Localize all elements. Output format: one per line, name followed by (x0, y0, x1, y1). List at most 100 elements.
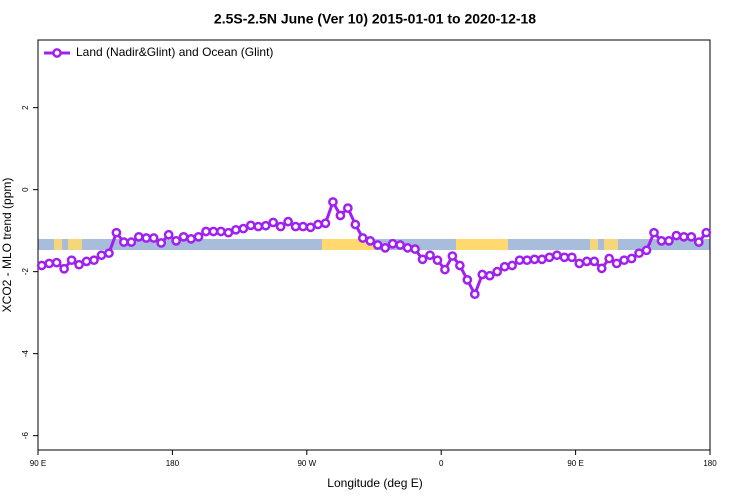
y-axis-label: XCO2 - MLO trend (ppm) (0, 178, 14, 313)
data-point (641, 245, 652, 256)
data-point (313, 219, 323, 230)
data-point (656, 236, 667, 246)
data-point (66, 255, 77, 266)
data-point (417, 254, 428, 265)
chart-title: 2.5S-2.5N June (Ver 10) 2015-01-01 to 20… (214, 11, 536, 27)
data-point (522, 255, 532, 266)
data-point (507, 260, 517, 271)
x-tick-label: 0 (439, 459, 444, 468)
data-point (59, 263, 69, 274)
y-tick-label: -6 (21, 432, 30, 440)
data-point (477, 269, 488, 280)
x-axis-label: Longitude (deg E) (327, 476, 422, 490)
land-patch (68, 239, 82, 250)
data-point (611, 258, 622, 269)
data-point (596, 263, 607, 274)
data-point (148, 233, 159, 243)
data-point (372, 240, 383, 250)
data-point (193, 231, 204, 242)
data-point (701, 227, 712, 238)
land-patch (54, 239, 62, 250)
data-point (357, 233, 368, 243)
data-point (171, 236, 181, 246)
data-point (305, 222, 316, 233)
data-point (89, 255, 99, 266)
legend-label: Land (Nadir&Glint) and Ocean (Glint) (76, 45, 273, 59)
data-point (96, 250, 107, 261)
data-point (231, 224, 241, 235)
data-point (529, 254, 540, 265)
data-point (208, 226, 219, 237)
land-patch (456, 239, 508, 250)
data-point (387, 238, 398, 249)
data-point (201, 226, 211, 237)
data-point (253, 221, 264, 232)
data-point (186, 234, 196, 244)
data-point (455, 260, 465, 271)
data-point (74, 259, 84, 270)
data-point (671, 230, 682, 241)
data-point (111, 227, 122, 238)
data-point (81, 256, 92, 267)
data-point (238, 223, 249, 234)
data-point (432, 255, 443, 266)
y-tick-label: 0 (21, 187, 30, 192)
data-point (649, 227, 659, 238)
data-point (567, 252, 577, 263)
data-point (537, 254, 547, 265)
plot-frame (37, 39, 711, 451)
land-patch (604, 239, 618, 250)
y-tick-label: -4 (21, 350, 30, 358)
data-point (275, 221, 286, 232)
data-point (178, 231, 189, 242)
data-point (395, 240, 405, 250)
data-point (544, 252, 555, 263)
x-tick-label: 180 (166, 459, 180, 468)
data-point (216, 226, 226, 237)
x-tick-label: 180 (703, 459, 717, 468)
data-point (268, 217, 279, 228)
data-point (484, 270, 495, 281)
data-point (440, 264, 450, 275)
x-tick-label: 90 W (297, 459, 316, 468)
y-tick-label: -2 (21, 268, 30, 276)
data-point (492, 266, 503, 277)
data-point (350, 219, 361, 230)
data-point (343, 203, 353, 213)
data-point (402, 243, 413, 253)
data-point (298, 221, 308, 232)
data-point (290, 221, 301, 232)
data-point (686, 231, 697, 242)
data-point (462, 275, 473, 285)
data-point (425, 250, 435, 261)
land-patch (590, 239, 598, 250)
data-point (133, 231, 144, 242)
data-point (223, 227, 234, 238)
data-point (619, 255, 629, 266)
data-point (634, 248, 644, 259)
data-point (141, 233, 152, 243)
data-point (499, 261, 510, 272)
x-tick-label: 90 E (567, 459, 583, 468)
data-point (283, 216, 293, 227)
data-point (163, 229, 174, 240)
data-point (679, 231, 689, 242)
data-point (119, 237, 129, 247)
data-point (126, 237, 137, 247)
data-point (447, 251, 458, 261)
data-point (104, 248, 114, 259)
data-point (156, 238, 167, 248)
data-point (514, 255, 525, 266)
data-point (626, 253, 637, 264)
data-point (320, 218, 331, 229)
x-tick-label: 90 E (30, 459, 46, 468)
data-point (589, 256, 600, 267)
data-point (328, 197, 338, 207)
data-point (380, 243, 391, 253)
y-tick-label: 2 (21, 105, 30, 110)
land-patch (322, 239, 374, 250)
data-point (552, 250, 562, 261)
data-point (260, 220, 271, 231)
data-point (51, 257, 62, 268)
